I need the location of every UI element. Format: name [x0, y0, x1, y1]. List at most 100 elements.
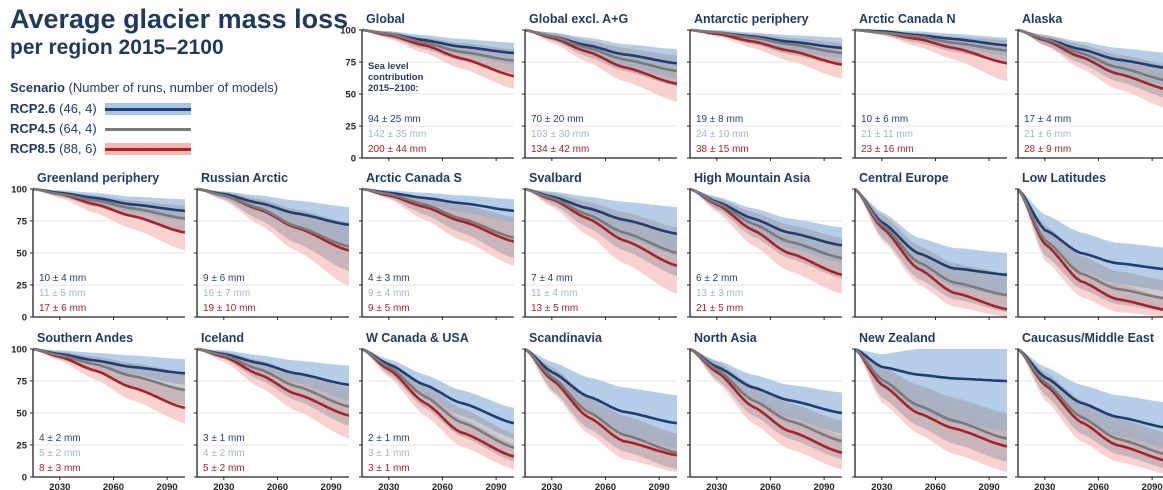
series-line	[690, 347, 842, 454]
plot-area	[1018, 28, 1163, 108]
plot-area	[197, 187, 349, 287]
sea-level-value: 103 ± 30 mm	[531, 129, 589, 140]
sea-level-value: 200 ± 44 mm	[368, 144, 426, 155]
uncertainty-band	[362, 189, 514, 266]
series-line	[362, 347, 514, 458]
y-tick-label: 100	[11, 345, 27, 356]
x-tick-label: 2060	[1088, 482, 1109, 490]
sea-level-value: 10 ± 4 mm	[39, 273, 86, 284]
x-tick-label: 2090	[157, 482, 178, 490]
legend-label: RCP8.5	[10, 141, 56, 156]
sea-level-value: 21 ± 11 mm	[861, 129, 913, 140]
series-line	[1018, 347, 1163, 429]
plot-area	[855, 28, 1007, 82]
uncertainty-band	[197, 349, 349, 426]
panel-title: Russian Arctic	[201, 171, 288, 185]
series-line	[525, 347, 677, 425]
plot-area	[690, 187, 842, 294]
panel-title: Arctic Canada N	[859, 12, 956, 26]
x-tick-label: 2030	[49, 482, 70, 490]
sea-level-value: 5 ± 2 mm	[203, 463, 245, 474]
x-tick-label: 2060	[103, 482, 124, 490]
sea-level-value: 6 ± 2 mm	[696, 273, 738, 284]
series-line	[855, 348, 1007, 448]
x-tick-label: 2060	[432, 482, 453, 490]
panel-3: Arctic Canada N 10 ± 6 mm 21 ± 11 mm 23 ± 1…	[852, 12, 1007, 161]
y-tick-label: 75	[345, 58, 356, 69]
series-line	[197, 187, 349, 248]
series-line	[197, 347, 349, 408]
panel-18: Caucasus/Middle East 2030 2060 2090	[1015, 331, 1163, 490]
sea-level-value: 7 ± 4 mm	[531, 273, 573, 284]
y-tick-label: 0	[351, 154, 356, 165]
plot-area	[525, 187, 677, 294]
series-line	[362, 347, 514, 449]
panel-title: Scandinavia	[529, 331, 603, 345]
series-line	[1018, 348, 1163, 456]
uncertainty-band	[197, 349, 349, 439]
sea-level-value: 94 ± 25 mm	[368, 114, 421, 125]
x-tick-label: 2030	[541, 482, 562, 490]
panel-5: Greenland periphery 100 75 50 25 0 10 ± 4 mm 11…	[11, 171, 185, 324]
x-tick-label: 2090	[814, 482, 835, 490]
x-tick-label: 2060	[267, 482, 288, 490]
panel-6: Russian Arctic 9 ± 6 mm 16 ± 7 mm 19 ± 10 m…	[194, 171, 349, 320]
sea-level-value: 4 ± 2 mm	[203, 448, 245, 459]
sea-level-value: 9 ± 6 mm	[203, 273, 245, 284]
panel-16: North Asia 2030 2060 2090	[687, 331, 842, 490]
legend-item-rcp85: RCP8.5 (88, 6)	[10, 141, 310, 161]
plot-area	[690, 347, 842, 470]
series-line	[690, 28, 842, 55]
legend-heading: Scenario (Number of runs, number of mode…	[10, 80, 310, 95]
y-tick-label: 50	[16, 409, 27, 420]
sea-level-value: 4 ± 3 mm	[368, 273, 410, 284]
plot-area	[33, 347, 185, 424]
sea-level-value: 24 ± 10 mm	[696, 129, 749, 140]
plot-area	[690, 28, 842, 79]
panel-title: Caucasus/Middle East	[1022, 331, 1155, 345]
sea-level-value: 17 ± 4 mm	[1024, 114, 1071, 125]
uncertainty-band	[1018, 349, 1163, 468]
y-tick-label: 100	[340, 26, 356, 37]
series-line	[33, 187, 185, 220]
uncertainty-band	[525, 30, 677, 102]
plot-area	[1018, 347, 1163, 474]
series-line	[525, 347, 677, 454]
x-tick-label: 2090	[321, 482, 342, 490]
panel-14: W Canada & USA 2030 2060 2090 2 ± 1 mm 3 ± 1 …	[359, 331, 514, 490]
series-line	[1018, 348, 1163, 462]
uncertainty-band	[33, 349, 185, 424]
panel-10: Central Europe	[852, 171, 1007, 320]
plot-area	[33, 187, 185, 251]
x-tick-label: 2090	[486, 482, 507, 490]
sea-level-value: 3 ± 1 mm	[368, 448, 410, 459]
series-line	[1018, 188, 1163, 271]
x-tick-label: 2060	[760, 482, 781, 490]
series-line	[855, 188, 1007, 311]
panel-7: Arctic Canada S 4 ± 3 mm 9 ± 4 mm 9 ± 5 mm	[359, 171, 514, 320]
panel-title: New Zealand	[859, 331, 935, 345]
y-tick-label: 50	[16, 249, 27, 260]
sea-level-value: 2 ± 1 mm	[368, 433, 410, 444]
panel-title: Central Europe	[859, 171, 949, 185]
y-tick-label: 25	[16, 441, 27, 452]
panel-title: Arctic Canada S	[366, 171, 462, 185]
x-tick-label: 2030	[706, 482, 727, 490]
x-tick-label: 2030	[1034, 482, 1055, 490]
series-line	[855, 188, 1007, 297]
sea-level-value: 38 ± 15 mm	[696, 144, 749, 155]
sea-level-value: 4 ± 2 mm	[39, 433, 81, 444]
sea-level-value: 23 ± 16 mm	[861, 144, 914, 155]
series-line	[855, 28, 1007, 52]
sea-level-value: 13 ± 3 mm	[696, 288, 743, 299]
chart-title-line1: Average glacier mass loss	[10, 4, 349, 34]
x-tick-label: 2060	[925, 482, 946, 490]
panel-title: High Mountain Asia	[694, 171, 811, 185]
panel-15: Scandinavia 2030 2060 2090	[522, 331, 677, 490]
panel-17: New Zealand 2030 2060 2090	[852, 331, 1007, 490]
x-tick-label: 2030	[378, 482, 399, 490]
plot-area	[855, 347, 1007, 472]
sea-level-value: 8 ± 3 mm	[39, 463, 81, 474]
uncertainty-band	[525, 189, 677, 276]
